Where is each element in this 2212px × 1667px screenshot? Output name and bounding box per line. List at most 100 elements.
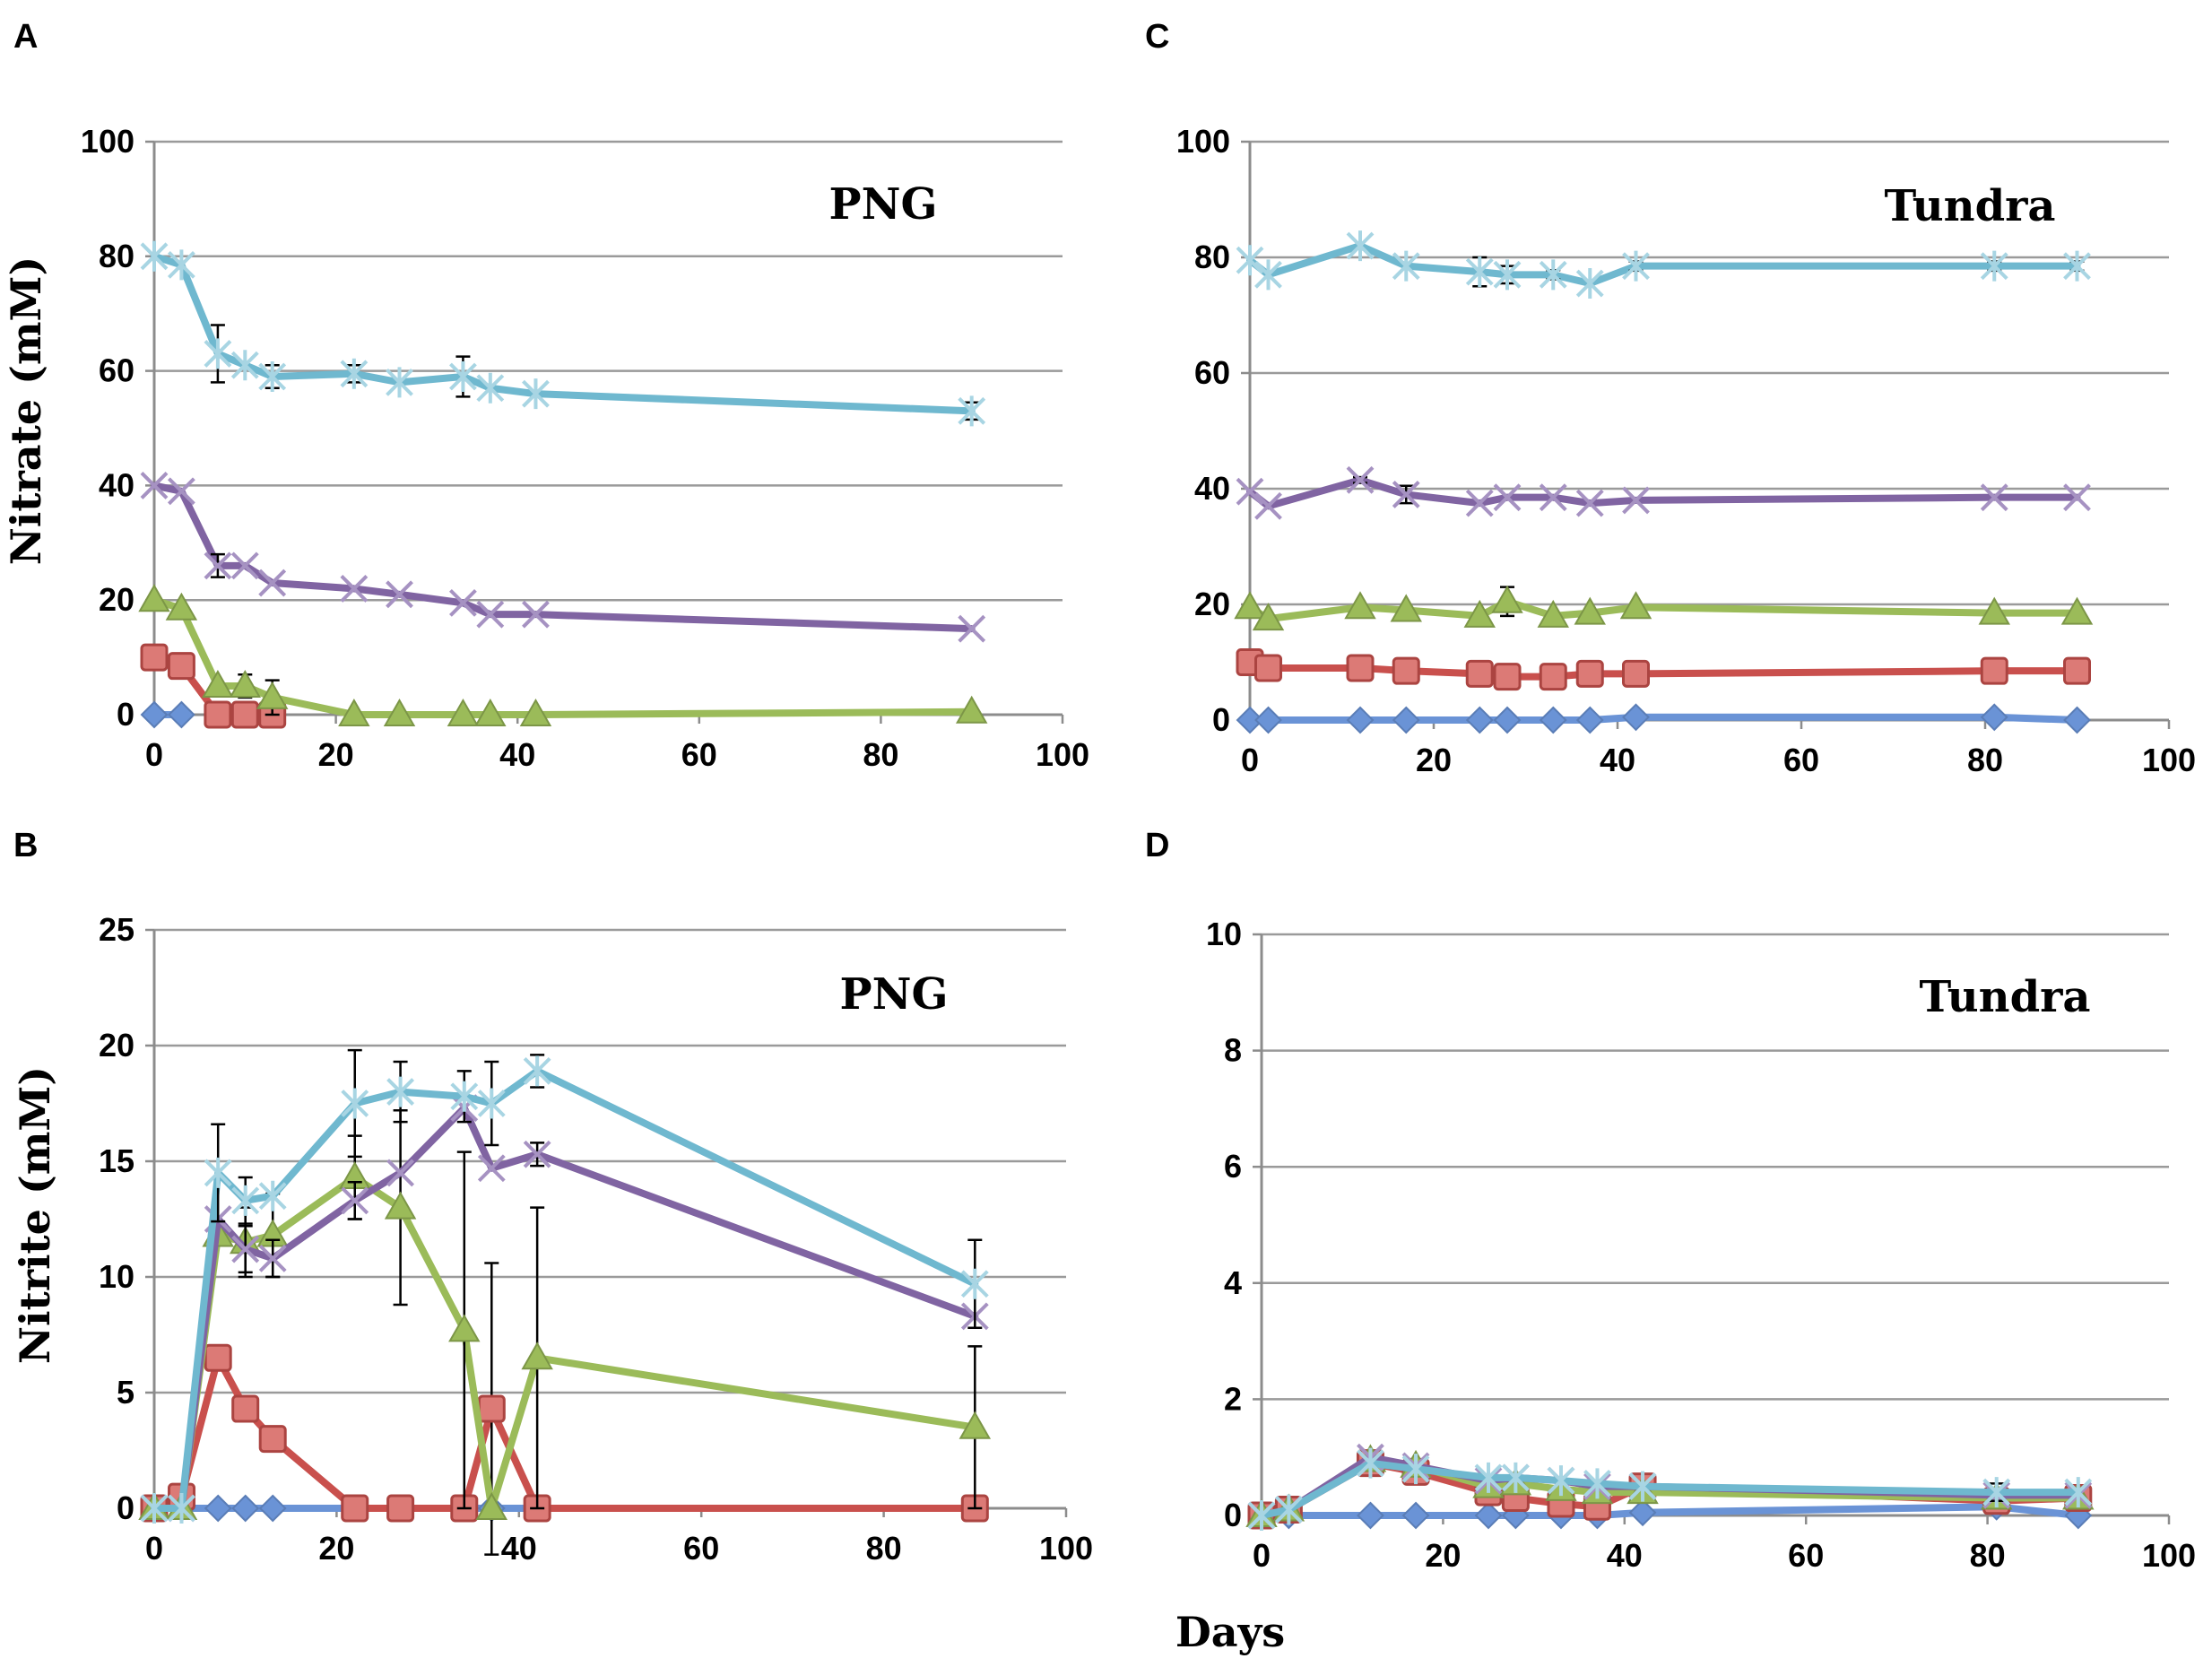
data-point-square	[1254, 654, 1282, 682]
data-point-star	[1357, 1447, 1384, 1479]
x-tick-label: 60	[681, 736, 717, 773]
data-point-x	[1346, 465, 1375, 494]
y-tick-label: 40	[99, 466, 134, 503]
data-point-star	[2064, 1477, 2093, 1508]
data-point-triangle	[1978, 596, 2010, 625]
data-point-x	[1236, 477, 1264, 506]
data-point-x	[477, 1154, 506, 1183]
data-point-x	[1254, 491, 1282, 520]
data-point-square	[140, 643, 169, 672]
data-point-x	[1465, 489, 1494, 517]
data-point-square	[1493, 663, 1522, 691]
data-point-x	[1622, 486, 1650, 515]
data-point-triangle	[138, 584, 170, 612]
data-point-star	[231, 1185, 260, 1216]
series-green	[138, 1108, 992, 1520]
data-point-triangle	[959, 1411, 992, 1439]
y-tick-label: 20	[99, 1027, 134, 1064]
y-tick-label: 100	[81, 123, 134, 160]
data-point-star	[958, 395, 986, 427]
data-point-triangle	[229, 670, 262, 699]
data-point-triangle	[1463, 599, 1496, 628]
series-cyan	[140, 240, 986, 427]
data-point-triangle	[475, 1491, 508, 1520]
data-point-square	[258, 1425, 287, 1454]
data-point-diamond	[2063, 706, 2091, 734]
panel-title: Tundra	[1884, 181, 2055, 231]
data-point-x	[258, 569, 287, 597]
series-cyan	[1236, 230, 2091, 300]
data-point-star	[386, 1076, 415, 1107]
data-point-star	[140, 1493, 169, 1524]
data-point-x	[340, 575, 369, 603]
data-point-triangle	[1252, 603, 1285, 631]
data-point-triangle	[1574, 596, 1606, 625]
x-tick-label: 40	[501, 1530, 537, 1567]
data-point-triangle	[519, 698, 552, 726]
data-point-star	[476, 372, 505, 404]
data-point-diamond	[1628, 1498, 1657, 1527]
data-point-star	[1622, 250, 1650, 282]
data-point-square	[231, 1394, 260, 1423]
series-cyan	[1247, 1447, 2093, 1531]
data-point-star	[1474, 1462, 1503, 1493]
series-green	[1234, 585, 2094, 631]
data-point-x	[1575, 489, 1604, 517]
panel-label: D	[1145, 827, 1169, 864]
data-point-star	[258, 1180, 287, 1211]
series-purple	[1236, 465, 2091, 520]
x-tick-label: 100	[2142, 1537, 2196, 1574]
data-point-triangle	[1344, 591, 1376, 620]
data-point-star	[1274, 1494, 1303, 1525]
data-point-star	[140, 240, 169, 272]
data-point-triangle	[448, 1314, 481, 1342]
data-point-triangle	[202, 670, 234, 699]
y-tick-label: 40	[1194, 470, 1230, 507]
data-point-triangle	[447, 698, 480, 726]
data-point-x	[204, 551, 232, 580]
data-point-triangle	[955, 695, 988, 724]
data-point-x	[258, 1244, 287, 1272]
panel-label: C	[1145, 18, 1169, 56]
data-point-star	[1254, 259, 1282, 291]
series-line	[151, 482, 976, 633]
x-tick-label: 20	[1416, 742, 1452, 778]
x-tick-label: 40	[1600, 742, 1635, 778]
data-point-star	[1980, 250, 2008, 282]
panel-label: A	[13, 18, 38, 56]
data-point-square	[204, 700, 232, 729]
data-point-star	[1465, 256, 1494, 288]
x-tick-label: 0	[1253, 1537, 1271, 1574]
data-point-diamond	[1392, 706, 1420, 734]
data-point-star	[341, 1088, 369, 1119]
data-point-diamond	[1493, 706, 1522, 734]
data-point-x	[230, 551, 259, 580]
data-point-star	[340, 358, 369, 389]
y-tick-label: 60	[99, 352, 134, 389]
series-purple	[140, 1094, 989, 1523]
x-tick-label: 60	[1788, 1537, 1824, 1574]
data-point-x	[341, 1186, 369, 1215]
data-point-star	[204, 338, 232, 369]
data-point-square	[386, 1494, 415, 1523]
data-point-square	[341, 1494, 369, 1523]
data-point-x	[386, 1159, 415, 1187]
data-point-triangle	[1234, 591, 1266, 620]
data-point-x	[523, 1140, 551, 1168]
y-tick-label: 60	[1194, 354, 1230, 391]
data-point-diamond	[258, 1494, 287, 1523]
data-point-diamond	[1575, 706, 1604, 734]
data-point-star	[1575, 268, 1604, 300]
x-tick-label: 60	[1783, 742, 1819, 778]
data-point-square	[1622, 659, 1650, 688]
data-point-x	[167, 477, 195, 506]
data-point-x	[1980, 483, 2008, 512]
y-tick-label: 100	[1176, 123, 1230, 160]
data-point-diamond	[1401, 1501, 1430, 1530]
data-point-star	[1583, 1468, 1611, 1499]
data-point-star	[450, 1081, 479, 1112]
data-point-square	[1980, 656, 2008, 685]
data-point-star	[167, 249, 195, 281]
series-blue	[1236, 703, 2091, 734]
